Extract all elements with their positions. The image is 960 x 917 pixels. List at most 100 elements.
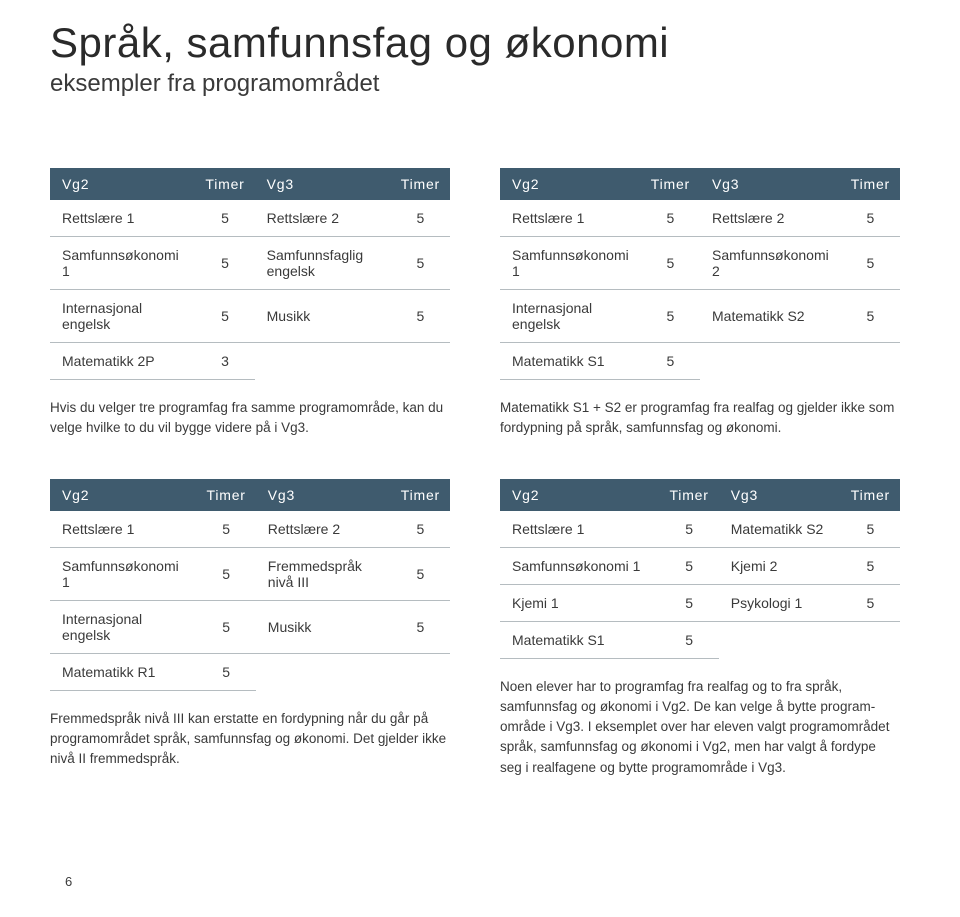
cell-t2: 5 <box>193 200 254 237</box>
cell-t3: 5 <box>389 547 450 600</box>
cell-t2: 5 <box>195 547 256 600</box>
cell-vg2: Samfunnsøkonomi 1 <box>500 237 639 290</box>
cell-t2: 3 <box>193 343 254 380</box>
col-header-t2: Timer <box>639 168 700 200</box>
cell-vg3: Fremmedspråk nivå III <box>256 547 389 600</box>
cell-vg3 <box>255 343 389 380</box>
table-block: Vg2TimerVg3TimerRettslære 15Matematikk S… <box>500 479 900 778</box>
cell-vg3: Musikk <box>256 600 389 653</box>
cell-vg2: Matematikk S1 <box>500 343 639 380</box>
cell-t2: 5 <box>195 600 256 653</box>
table-row: Matematikk 2P3 <box>50 343 450 380</box>
cell-vg3: Matematikk S2 <box>719 511 839 548</box>
cell-vg2: Matematikk S1 <box>500 621 657 658</box>
cell-vg3: Rettslære 2 <box>256 511 389 548</box>
table-row: Matematikk S15 <box>500 621 900 658</box>
cell-t3 <box>389 343 450 380</box>
cell-t3: 5 <box>839 237 900 290</box>
cell-vg3: Kjemi 2 <box>719 547 839 584</box>
cell-t2: 5 <box>657 547 718 584</box>
cell-t2: 5 <box>193 290 254 343</box>
table-row: Matematikk S15 <box>500 343 900 380</box>
col-header-vg2: Vg2 <box>500 479 657 511</box>
table-block: Vg2TimerVg3TimerRettslære 15Rettslære 25… <box>50 479 450 778</box>
cell-t3: 5 <box>839 200 900 237</box>
col-header-t3: Timer <box>389 479 450 511</box>
block-description: Fremmedspråk nivå III kan erstatte en fo… <box>50 709 450 770</box>
block-description: Hvis du velger tre programfag fra samme … <box>50 398 450 439</box>
col-header-vg3: Vg3 <box>255 168 389 200</box>
col-header-t3: Timer <box>839 479 900 511</box>
table-row: Rettslære 15Rettslære 25 <box>50 511 450 548</box>
col-header-t2: Timer <box>657 479 718 511</box>
table-block: Vg2TimerVg3TimerRettslære 15Rettslære 25… <box>500 168 900 439</box>
subject-table: Vg2TimerVg3TimerRettslære 15Matematikk S… <box>500 479 900 659</box>
cell-t3 <box>839 621 900 658</box>
table-row: Rettslære 15Matematikk S25 <box>500 511 900 548</box>
cell-vg3: Musikk <box>255 290 389 343</box>
table-row: Internasjonal engelsk5Musikk5 <box>50 290 450 343</box>
table-row: Samfunnsøkonomi 15Samfunnsfaglig engelsk… <box>50 237 450 290</box>
cell-t3: 5 <box>839 511 900 548</box>
block-description: Matematikk S1 + S2 er programfag fra rea… <box>500 398 900 439</box>
cell-vg2: Matematikk R1 <box>50 653 195 690</box>
cell-vg2: Rettslære 1 <box>500 200 639 237</box>
table-row: Internasjonal engelsk5Musikk5 <box>50 600 450 653</box>
cell-vg2: Rettslære 1 <box>50 200 193 237</box>
cell-vg3 <box>719 621 839 658</box>
page-subtitle: eksempler fra programområdet <box>50 70 910 98</box>
table-blocks: Vg2TimerVg3TimerRettslære 15Rettslære 25… <box>50 168 910 778</box>
cell-t2: 5 <box>657 621 718 658</box>
col-header-t2: Timer <box>195 479 256 511</box>
col-header-vg3: Vg3 <box>256 479 389 511</box>
cell-vg2: Internasjonal engelsk <box>50 600 195 653</box>
col-header-vg3: Vg3 <box>700 168 839 200</box>
page-title: Språk, samfunnsfag og økonomi <box>50 20 910 66</box>
col-header-vg2: Vg2 <box>50 479 195 511</box>
cell-t2: 5 <box>639 237 700 290</box>
cell-vg2: Rettslære 1 <box>500 511 657 548</box>
cell-vg3: Samfunnsfaglig engelsk <box>255 237 389 290</box>
cell-t3 <box>839 343 900 380</box>
table-row: Kjemi 15Psykologi 15 <box>500 584 900 621</box>
cell-t3: 5 <box>389 600 450 653</box>
table-row: Samfunnsøkonomi 15Fremmedspråk nivå III5 <box>50 547 450 600</box>
cell-t3: 5 <box>839 547 900 584</box>
table-row: Samfunnsøkonomi 15Kjemi 25 <box>500 547 900 584</box>
cell-t2: 5 <box>195 511 256 548</box>
cell-t2: 5 <box>657 511 718 548</box>
cell-vg3: Matematikk S2 <box>700 290 839 343</box>
table-row: Matematikk R15 <box>50 653 450 690</box>
cell-t3: 5 <box>389 200 450 237</box>
cell-t2: 5 <box>657 584 718 621</box>
col-header-t3: Timer <box>389 168 450 200</box>
cell-vg2: Internasjonal engelsk <box>50 290 193 343</box>
cell-vg2: Matematikk 2P <box>50 343 193 380</box>
cell-vg2: Rettslære 1 <box>50 511 195 548</box>
subject-table: Vg2TimerVg3TimerRettslære 15Rettslære 25… <box>50 479 450 691</box>
cell-t3: 5 <box>389 290 450 343</box>
cell-t2: 5 <box>639 290 700 343</box>
subject-table: Vg2TimerVg3TimerRettslære 15Rettslære 25… <box>500 168 900 380</box>
table-block: Vg2TimerVg3TimerRettslære 15Rettslære 25… <box>50 168 450 439</box>
cell-t2: 5 <box>639 200 700 237</box>
cell-t2: 5 <box>193 237 254 290</box>
cell-t2: 5 <box>639 343 700 380</box>
cell-vg3 <box>256 653 389 690</box>
page-number: 6 <box>65 874 72 889</box>
cell-vg3: Psykologi 1 <box>719 584 839 621</box>
cell-t3: 5 <box>389 237 450 290</box>
col-header-t2: Timer <box>193 168 254 200</box>
cell-t3: 5 <box>389 511 450 548</box>
col-header-vg2: Vg2 <box>50 168 193 200</box>
cell-vg2: Samfunnsøkonomi 1 <box>50 547 195 600</box>
cell-t3: 5 <box>839 290 900 343</box>
cell-vg3 <box>700 343 839 380</box>
col-header-t3: Timer <box>839 168 900 200</box>
block-description: Noen elever har to programfag fra realfa… <box>500 677 900 778</box>
subject-table: Vg2TimerVg3TimerRettslære 15Rettslære 25… <box>50 168 450 380</box>
cell-vg2: Internasjonal engelsk <box>500 290 639 343</box>
col-header-vg3: Vg3 <box>719 479 839 511</box>
cell-vg2: Samfunnsøkonomi 1 <box>50 237 193 290</box>
cell-vg3: Rettslære 2 <box>255 200 389 237</box>
